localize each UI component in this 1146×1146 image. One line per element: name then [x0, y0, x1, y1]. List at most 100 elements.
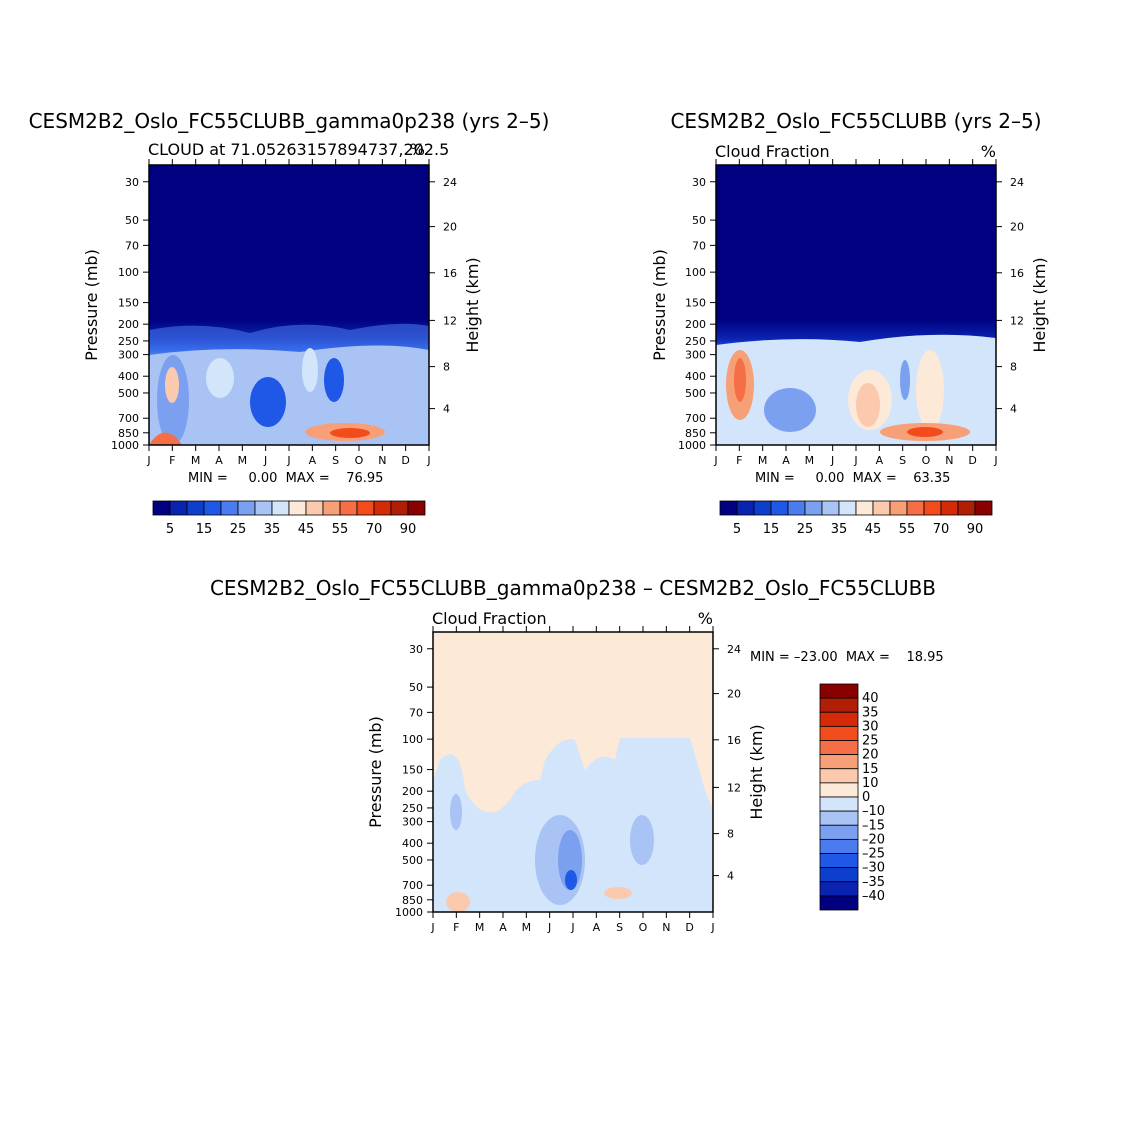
colorbar-label: 5 [166, 522, 174, 537]
height-tick-label: 12 [443, 314, 457, 327]
month-tick-label: J [430, 921, 434, 934]
colorbar-swatch [237, 500, 256, 516]
colorbar-swatch [390, 500, 409, 516]
pressure-tick-label: 400 [685, 370, 706, 383]
panel-3-ylabel: Pressure (mb) [366, 716, 385, 828]
colorbar-swatch [819, 810, 859, 826]
colorbar-swatch [819, 796, 859, 812]
pressure-tick-label: 250 [685, 335, 706, 348]
colorbar-swatch [753, 500, 772, 516]
panel-1: CESM2B2_Oslo_FC55CLUBB_gamma0p238 (yrs 2… [29, 109, 550, 537]
colorbar-swatch [339, 500, 358, 516]
colorbar-swatch [271, 500, 290, 516]
colorbar-label: 45 [298, 522, 315, 537]
month-tick-label: J [993, 454, 997, 467]
colorbar-swatch [819, 895, 859, 911]
colorbar-label: –40 [862, 889, 885, 904]
pressure-tick-label: 850 [118, 427, 139, 440]
pressure-tick-label: 300 [685, 349, 706, 362]
panel-3-units: % [698, 609, 713, 628]
colorbar-label: 55 [332, 522, 349, 537]
panel-3-feature-feb [450, 794, 462, 830]
pressure-tick-label: 700 [402, 879, 423, 892]
height-tick-label: 4 [727, 870, 734, 883]
panel-2-stats: MIN = 0.00 MAX = 63.35 [755, 471, 950, 486]
month-tick-label: O [639, 921, 648, 934]
panel-3-height-ticks: 24 20 16 12 8 4 [713, 643, 741, 883]
colorbar-swatch [203, 500, 222, 516]
pressure-tick-label: 400 [402, 837, 423, 850]
pressure-tick-label: 30 [125, 176, 139, 189]
month-tick-label: M [805, 454, 815, 467]
pressure-tick-label: 500 [118, 387, 139, 400]
colorbar-label: 70 [933, 522, 950, 537]
pressure-tick-label: 200 [118, 318, 139, 331]
height-tick-label: 16 [1010, 267, 1024, 280]
month-tick-label: F [736, 454, 742, 467]
month-tick-label: M [522, 921, 532, 934]
panel-1-plot-area [148, 164, 430, 446]
colorbar-swatch [186, 500, 205, 516]
panel-2-feature-mar [764, 388, 816, 432]
colorbar-swatch [819, 740, 859, 756]
height-tick-label: 12 [727, 781, 741, 794]
colorbar-label: 25 [797, 522, 814, 537]
panel-1-title: CESM2B2_Oslo_FC55CLUBB_gamma0p238 (yrs 2… [29, 109, 550, 133]
month-tick-label: S [899, 454, 906, 467]
pressure-tick-label: 850 [685, 427, 706, 440]
panel-3-feature-surface-feb [446, 892, 470, 912]
colorbar-swatch [770, 500, 789, 516]
pressure-tick-label: 400 [118, 370, 139, 383]
pressure-tick-label: 50 [692, 214, 706, 227]
pressure-tick-label: 850 [402, 894, 423, 907]
colorbar-swatch [373, 500, 392, 516]
height-tick-label: 24 [443, 176, 457, 189]
panel-2-subtitle: Cloud Fraction [715, 142, 830, 161]
pressure-tick-label: 500 [685, 387, 706, 400]
panel-2-feature-jul-core [856, 383, 880, 427]
panel-2-units: % [981, 142, 996, 161]
pressure-tick-label: 300 [402, 816, 423, 829]
pressure-tick-label: 300 [118, 349, 139, 362]
height-tick-label: 4 [1010, 403, 1017, 416]
panel-2-colorbar: 5 15 25 35 45 55 70 90 [719, 500, 993, 537]
colorbar-swatch [804, 500, 823, 516]
colorbar-swatch [855, 500, 874, 516]
month-tick-label: J [547, 921, 551, 934]
colorbar-swatch [821, 500, 840, 516]
month-tick-label: A [309, 454, 317, 467]
pressure-tick-label: 150 [685, 297, 706, 310]
panel-3-feature-jul [565, 870, 577, 890]
pressure-tick-label: 700 [118, 412, 139, 425]
pressure-tick-label: 700 [685, 412, 706, 425]
colorbar-swatch [819, 853, 859, 869]
colorbar-label: 25 [862, 734, 879, 749]
panel-2-feature-oct [916, 350, 944, 430]
height-tick-label: 8 [1010, 361, 1017, 374]
month-tick-label: F [169, 454, 175, 467]
colorbar-label: 90 [400, 522, 417, 537]
panel-1-feature-sep [324, 358, 344, 402]
colorbar-swatch [838, 500, 857, 516]
month-tick-label: A [782, 454, 790, 467]
panel-1-feature-surface-feb [149, 432, 182, 445]
month-tick-label: J [830, 454, 834, 467]
month-tick-label: D [685, 921, 693, 934]
colorbar-swatch [819, 725, 859, 741]
panel-3-subtitle: Cloud Fraction [432, 609, 547, 628]
month-tick-label: M [238, 454, 248, 467]
colorbar-swatch [169, 500, 188, 516]
month-tick-label: N [378, 454, 386, 467]
colorbar-swatch [819, 782, 859, 798]
month-tick-label: N [945, 454, 953, 467]
pressure-tick-label: 250 [118, 335, 139, 348]
panel-1-feature-feb [165, 367, 179, 403]
panel-2-plot-area [715, 164, 997, 446]
colorbar-label: –35 [862, 875, 885, 890]
colorbar-label: –10 [862, 804, 885, 819]
month-tick-label: O [355, 454, 364, 467]
